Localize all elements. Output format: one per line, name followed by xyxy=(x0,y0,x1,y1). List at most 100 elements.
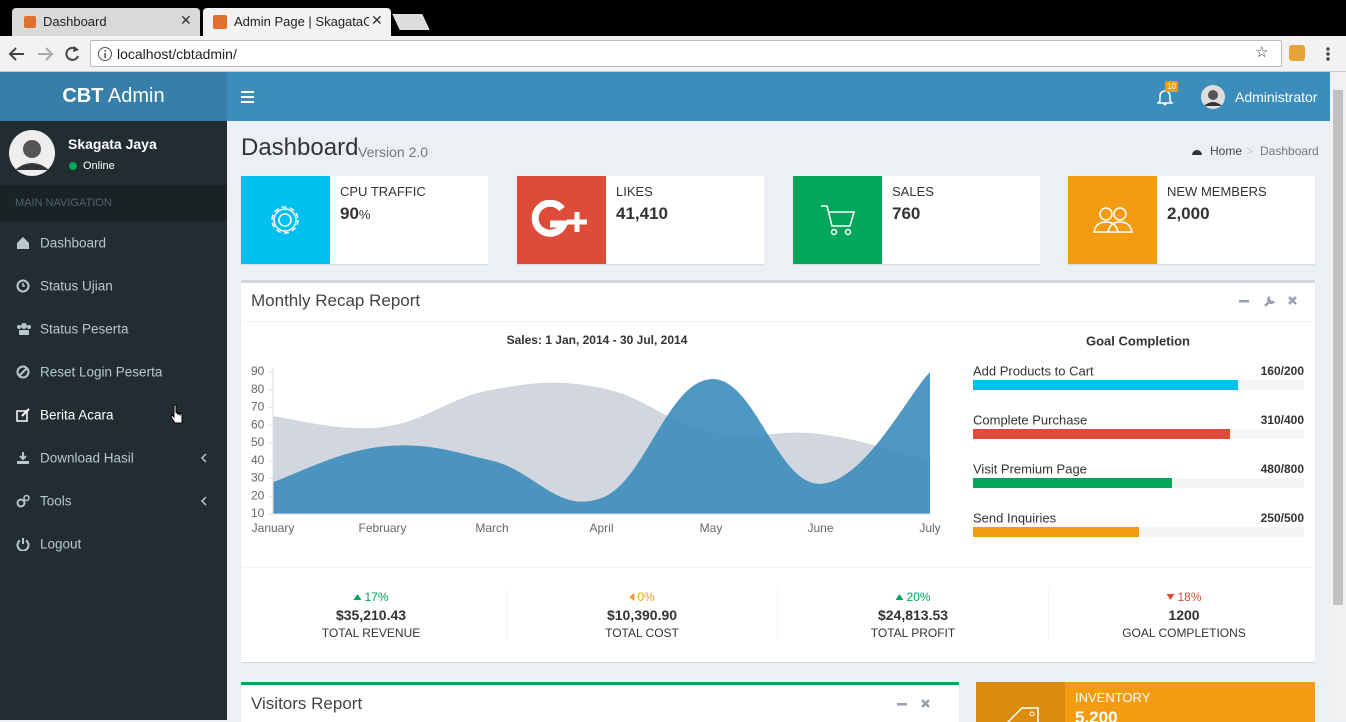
goal-label: Add Products to Cart xyxy=(973,363,1094,379)
info-box-label: NEW MEMBERS xyxy=(1167,184,1267,199)
stat-change-text: 0% xyxy=(637,590,655,604)
stat-amount: $10,390.90 xyxy=(606,607,678,623)
goal-value: 160/200 xyxy=(1260,364,1304,378)
tab-close[interactable]: ✕ xyxy=(371,12,383,28)
logo-bold: CBT xyxy=(62,85,104,107)
nav-item[interactable]: Status Peserta xyxy=(0,307,227,350)
tab-bar: Dashboard ✕ Admin Page | SkagataCB ✕ xyxy=(0,0,1346,36)
stat-change-text: 20% xyxy=(906,590,931,604)
nav-label: Logout xyxy=(40,536,82,551)
stat-change: 18% xyxy=(1166,590,1202,604)
progress-track xyxy=(973,478,1304,488)
scroll-thumb[interactable] xyxy=(1333,90,1343,605)
stat-label: TOTAL REVENUE xyxy=(321,626,421,640)
inventory-box: INVENTORY 5,200 xyxy=(976,682,1315,722)
active-tab[interactable]: Admin Page | SkagataCB ✕ xyxy=(203,8,391,36)
stat-arrow xyxy=(895,594,904,600)
nav-item[interactable]: Download Hasil xyxy=(0,436,227,479)
user-name: Skagata Jaya xyxy=(68,136,157,152)
stat-label: GOAL COMPLETIONS xyxy=(1122,626,1246,640)
favicon xyxy=(213,15,227,29)
box-tools[interactable] xyxy=(895,696,935,712)
navbar: 10 Administrator xyxy=(227,72,1330,121)
bookmark-star[interactable]: ☆ xyxy=(1255,44,1269,61)
stat-arrow xyxy=(1166,594,1175,600)
stat-label: TOTAL PROFIT xyxy=(870,626,956,640)
nav-label: Tools xyxy=(40,493,72,508)
progress-track xyxy=(973,527,1304,537)
stat-change: 17% xyxy=(353,590,389,604)
nav-label: Dashboard xyxy=(40,235,107,250)
goal-value: 250/500 xyxy=(1260,511,1304,525)
inventory-value: 5,200 xyxy=(1075,708,1118,722)
breadcrumb-icon xyxy=(1192,150,1202,155)
info-icon xyxy=(98,47,112,61)
omnibox[interactable]: localhost/cbtadmin/ ☆ xyxy=(90,40,1282,67)
goal-value: 480/800 xyxy=(1260,462,1304,476)
url: localhost/cbtadmin/ xyxy=(117,46,237,62)
box-title: Monthly Recap Report xyxy=(251,291,421,310)
stat-arrow xyxy=(629,593,635,601)
progress-track xyxy=(973,380,1304,390)
notification-badge: 10 xyxy=(1165,81,1178,92)
section-header: MAIN NAVIGATION xyxy=(0,185,227,221)
inventory-label: INVENTORY xyxy=(1075,690,1151,705)
divider xyxy=(1048,588,1049,640)
new-tab[interactable] xyxy=(392,14,430,30)
progress-track xyxy=(973,429,1304,439)
tab[interactable]: Dashboard ✕ xyxy=(12,8,200,36)
nav-label: Download Hasil xyxy=(40,450,134,465)
nav-label: Reset Login Peserta xyxy=(40,364,163,379)
info-box-label: LIKES xyxy=(616,184,653,199)
stat-label: TOTAL COST xyxy=(605,626,679,640)
divider xyxy=(241,567,1315,568)
stat-amount: 1200 xyxy=(1168,607,1200,623)
info-box-icon xyxy=(517,176,606,264)
stat-amount: $24,813.53 xyxy=(877,607,949,623)
extension[interactable] xyxy=(1289,45,1305,61)
goal-label: Send Inquiries xyxy=(973,510,1057,526)
nav-item[interactable]: Status Ujian xyxy=(0,264,227,307)
logo-text: Admin xyxy=(107,85,165,107)
box-tools[interactable] xyxy=(1236,293,1301,309)
info-box-value: 2,000 xyxy=(1167,204,1210,223)
page-title: Dashboard xyxy=(241,134,359,161)
tab-title: Dashboard xyxy=(43,14,107,29)
logo[interactable]: CBT Admin xyxy=(0,72,227,121)
divider xyxy=(506,588,507,640)
goals-title: Goal Completion xyxy=(1086,333,1190,349)
page-subtitle: Version 2.0 xyxy=(358,144,429,160)
user-name[interactable]: Administrator xyxy=(1235,89,1318,105)
nav-item[interactable]: Reset Login Peserta xyxy=(0,350,227,393)
nav-item[interactable]: Logout xyxy=(0,522,227,565)
nav-buttons[interactable] xyxy=(0,36,90,72)
info-box-value: 41,410 xyxy=(616,204,668,223)
nav-item[interactable]: Berita Acara xyxy=(0,393,227,436)
nav-item[interactable]: Tools xyxy=(0,479,227,522)
tab-close[interactable]: ✕ xyxy=(180,12,192,28)
info-box-label: SALES xyxy=(892,184,934,199)
progress-bar xyxy=(973,478,1172,488)
progress-bar xyxy=(973,429,1230,439)
status-dot xyxy=(69,162,77,170)
info-box-icon xyxy=(241,176,330,264)
divider xyxy=(777,588,778,640)
cursor xyxy=(170,404,183,424)
breadcrumb-home[interactable]: Home xyxy=(1210,144,1243,158)
box-title: Visitors Report xyxy=(251,694,363,713)
breadcrumb-separator: > xyxy=(1246,144,1254,158)
breadcrumb-current: Dashboard xyxy=(1260,144,1319,158)
stat-arrow xyxy=(353,594,362,600)
progress-bar xyxy=(973,380,1238,390)
info-box-value: 90% xyxy=(340,204,370,224)
scrollbar[interactable] xyxy=(1330,72,1346,720)
nav-item[interactable]: Dashboard xyxy=(0,221,227,264)
sidebar-toggle[interactable] xyxy=(241,91,255,103)
menu[interactable] xyxy=(1322,46,1334,64)
stat-change: 0% xyxy=(629,590,655,604)
avatar xyxy=(1201,85,1225,109)
unit: % xyxy=(358,207,371,222)
info-box-icon xyxy=(1068,176,1157,264)
box: Visitors Report xyxy=(241,682,959,722)
